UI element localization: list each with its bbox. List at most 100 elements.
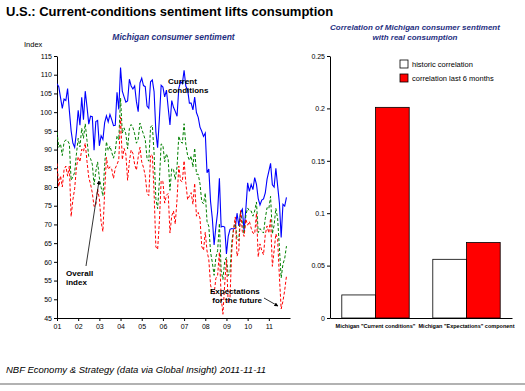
tick: 95 xyxy=(44,128,57,135)
series-line xyxy=(57,98,286,280)
tick-mark xyxy=(54,187,57,188)
tick-label: 50 xyxy=(44,296,52,303)
tick-mark xyxy=(163,318,164,321)
tick-mark xyxy=(54,224,57,225)
tick: 55 xyxy=(44,277,57,284)
tick-mark xyxy=(327,266,330,267)
bar xyxy=(342,295,376,318)
tick: 03 xyxy=(96,318,104,330)
tick-label: 80 xyxy=(44,184,52,191)
tick-mark xyxy=(327,213,330,214)
tick: 0.1 xyxy=(315,210,330,217)
tick-mark xyxy=(54,262,57,263)
tick: 10 xyxy=(244,318,252,330)
tick-mark xyxy=(54,112,57,113)
tick: 0 xyxy=(321,315,330,322)
tick-label: 05 xyxy=(138,323,146,330)
tick-mark xyxy=(54,150,57,151)
tick-label: 95 xyxy=(44,128,52,135)
tick-label: 01 xyxy=(54,323,62,330)
tick: 110 xyxy=(41,71,57,78)
tick-label: 06 xyxy=(160,323,168,330)
tick: 07 xyxy=(181,318,189,330)
tick-label: 09 xyxy=(223,323,231,330)
tick-label: 02 xyxy=(75,323,83,330)
legend-swatch xyxy=(400,74,408,82)
chart-title: Michigan consumer sentiment xyxy=(112,32,235,42)
tick: 04 xyxy=(117,318,125,330)
tick: Michigan "Expectations" component xyxy=(419,323,515,329)
tick: Michigan "Current conditions" xyxy=(336,323,416,329)
tick-mark xyxy=(54,299,57,300)
tick-label: 0.15 xyxy=(311,158,325,165)
axis-line xyxy=(58,318,291,319)
tick: 08 xyxy=(202,318,210,330)
axis-title: Index xyxy=(24,40,43,49)
tick: 100 xyxy=(40,109,57,116)
legend-label: historic correlation xyxy=(412,60,473,69)
bar xyxy=(467,243,501,318)
series-annotation: Overall index xyxy=(66,269,95,287)
axis-line xyxy=(331,318,513,319)
tick: 75 xyxy=(44,202,57,209)
tick: 45 xyxy=(44,315,57,322)
tick: 60 xyxy=(44,259,57,266)
tick-label: Michigan "Current conditions" xyxy=(336,323,416,329)
tick-mark xyxy=(121,318,122,321)
tick-mark xyxy=(327,56,330,57)
series-annotation: Current conditions xyxy=(168,77,209,95)
tick-label: 105 xyxy=(40,90,52,97)
tick-label: 0.2 xyxy=(315,105,325,112)
tick-label: 90 xyxy=(44,146,52,153)
axis-line xyxy=(57,57,58,319)
source-note: NBF Economy & Strategy (data via Global … xyxy=(6,364,266,375)
tick-mark xyxy=(54,318,57,319)
tick-mark xyxy=(226,318,227,321)
tick-mark xyxy=(205,318,206,321)
tick-mark xyxy=(327,108,330,109)
tick: 115 xyxy=(41,53,57,60)
series-annotation: Expectations for the future xyxy=(210,287,263,305)
tick-label: 0.05 xyxy=(311,262,325,269)
tick-mark xyxy=(327,318,330,319)
tick: 06 xyxy=(160,318,168,330)
series-line xyxy=(57,117,286,314)
tick-label: 70 xyxy=(44,221,52,228)
legend-swatch xyxy=(400,60,408,68)
tick: 85 xyxy=(44,165,57,172)
plot-lines xyxy=(57,68,286,315)
tick-mark xyxy=(54,206,57,207)
page-title: U.S.: Current-conditions sentiment lifts… xyxy=(6,4,333,19)
tick-label: 60 xyxy=(44,259,52,266)
tick: 80 xyxy=(44,184,57,191)
annotation-arrow xyxy=(86,181,99,266)
axis: 01 02 03 04 05 06 07 08 09 10 11 xyxy=(54,318,291,330)
tick-mark xyxy=(54,56,57,57)
tick-mark xyxy=(54,131,57,132)
tick-label: 85 xyxy=(44,165,52,172)
tick: 105 xyxy=(40,90,57,97)
axis: 0 0.05 0.1 0.15 0.2 0.25 xyxy=(311,53,330,322)
tick: 0.15 xyxy=(311,158,330,165)
tick: 65 xyxy=(44,240,57,247)
tick-mark xyxy=(54,168,57,169)
tick: 0.25 xyxy=(311,53,330,60)
tick: 0.05 xyxy=(311,262,330,269)
tick-label: Michigan "Expectations" component xyxy=(419,323,515,329)
tick-mark xyxy=(269,318,270,321)
tick: 05 xyxy=(138,318,146,330)
tick-mark xyxy=(99,318,100,321)
tick-label: 115 xyxy=(41,53,52,60)
tick-label: 10 xyxy=(244,323,252,330)
tick-label: 0.1 xyxy=(315,210,325,217)
tick-mark xyxy=(327,161,330,162)
chart-title: with real consumption xyxy=(373,33,458,42)
tick-mark xyxy=(54,281,57,282)
tick-label: 11 xyxy=(266,323,273,330)
tick: 01 xyxy=(54,318,62,330)
tick-label: 55 xyxy=(44,277,52,284)
bar xyxy=(376,107,410,318)
tick-mark xyxy=(142,318,143,321)
tick-label: 0 xyxy=(321,315,325,322)
tick-mark xyxy=(54,75,57,76)
